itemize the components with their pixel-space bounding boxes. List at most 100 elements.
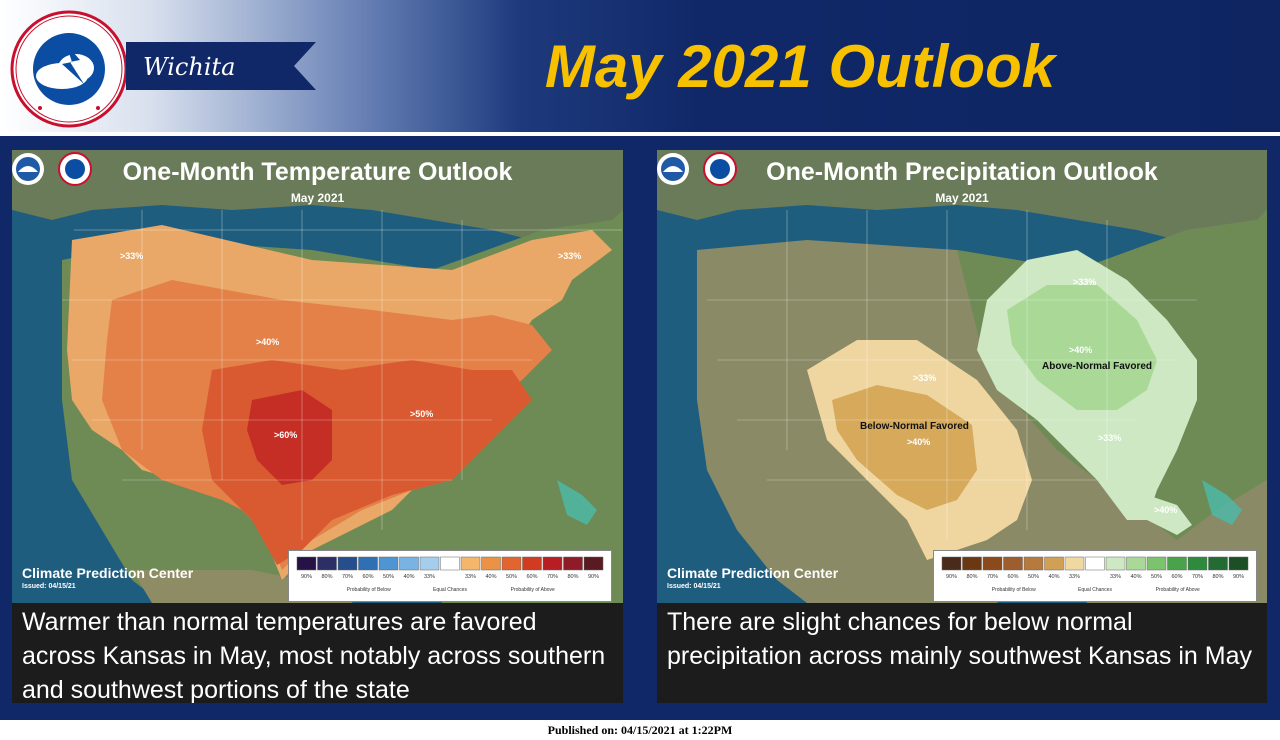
legend-swatch xyxy=(358,556,378,571)
legend-tick-label: 90% xyxy=(946,574,957,580)
probability-legend: 90% 80% 70% 60% 50% 40% 33% 33% 40% 50% 60% 70% 80% 9… xyxy=(288,550,612,602)
office-banner xyxy=(126,42,316,90)
precipitation-map-subtitle: May 2021 xyxy=(935,191,989,205)
map-label: >40% xyxy=(907,437,931,447)
map-label: >60% xyxy=(274,430,298,440)
legend-swatch xyxy=(337,556,358,571)
map-label: >40% xyxy=(1069,345,1093,355)
legend-swatch xyxy=(419,556,440,571)
legend-swatch xyxy=(1187,556,1208,571)
agency-name: Climate Prediction Center xyxy=(22,565,194,581)
legend-swatch xyxy=(1105,556,1126,571)
temperature-map-graphic xyxy=(12,150,623,603)
precipitation-outlook-panel: One-Month Precipitation Outlook May 2021… xyxy=(657,150,1267,703)
map-label: >40% xyxy=(256,337,280,347)
legend-tick-label: 33% xyxy=(465,574,476,580)
map-label: >40% xyxy=(1154,505,1178,515)
legend-tick-label: 60% xyxy=(362,574,373,580)
legend-below-label: Probability of Below xyxy=(992,587,1036,593)
legend-swatch xyxy=(1003,556,1023,571)
legend-tick-label: 50% xyxy=(1028,574,1039,580)
legend-above-label: Probability of Above xyxy=(1156,587,1200,593)
legend-swatch xyxy=(317,556,337,571)
precipitation-map-title: One-Month Precipitation Outlook xyxy=(766,158,1158,186)
page-title: May 2021 Outlook xyxy=(544,33,1056,100)
map-label: >33% xyxy=(1098,433,1122,443)
above-normal-label: Above-Normal Favored xyxy=(1042,361,1153,372)
legend-tick-label: 70% xyxy=(987,574,998,580)
legend-swatch xyxy=(1085,556,1105,571)
nws-logo xyxy=(10,10,128,128)
map-label: >33% xyxy=(120,251,144,261)
legend-equal-label: Equal Chances xyxy=(433,587,467,593)
legend-swatch xyxy=(982,556,1003,571)
legend-swatch xyxy=(1064,556,1085,571)
legend-swatch xyxy=(1126,556,1146,571)
temperature-caption: Warmer than normal temperatures are favo… xyxy=(12,603,623,704)
precipitation-caption: There are slight chances for below norma… xyxy=(657,603,1267,703)
legend-swatch xyxy=(501,556,522,571)
agency-name: Climate Prediction Center xyxy=(667,565,839,581)
temperature-map-title: One-Month Temperature Outlook xyxy=(122,158,513,186)
legend-tick-label: 80% xyxy=(1212,574,1223,580)
legend-below-label: Probability of Below xyxy=(347,587,391,593)
legend-tick-label: 40% xyxy=(485,574,496,580)
legend-tick-label: 90% xyxy=(1233,574,1244,580)
map-label: >50% xyxy=(410,409,434,419)
legend-tick-label: 40% xyxy=(403,574,414,580)
legend-tick-label: 40% xyxy=(1048,574,1059,580)
legend-tick-label: 90% xyxy=(588,574,599,580)
legend-tick-label: 60% xyxy=(526,574,537,580)
legend-tick-label: 80% xyxy=(966,574,977,580)
legend-tick-label: 33% xyxy=(1110,574,1121,580)
legend-swatch xyxy=(1044,556,1064,571)
legend-swatch xyxy=(440,556,460,571)
legend-swatch xyxy=(563,556,583,571)
legend-tick-label: 33% xyxy=(424,574,435,580)
legend-swatch xyxy=(962,556,982,571)
map-label: >33% xyxy=(558,251,582,261)
legend-tick-label: 70% xyxy=(1192,574,1203,580)
legend-swatch xyxy=(1146,556,1167,571)
legend-swatch xyxy=(542,556,563,571)
legend-above-label: Probability of Above xyxy=(511,587,555,593)
header-divider xyxy=(0,133,1280,136)
legend-swatch xyxy=(378,556,399,571)
legend-swatch xyxy=(1023,556,1044,571)
legend-swatch xyxy=(1208,556,1228,571)
legend-tick-label: 60% xyxy=(1007,574,1018,580)
below-normal-label: Below-Normal Favored xyxy=(860,421,969,432)
legend-swatch xyxy=(481,556,501,571)
legend-swatch xyxy=(399,556,419,571)
legend-tick-label: 33% xyxy=(1069,574,1080,580)
legend-swatch xyxy=(296,556,317,571)
legend-tick-label: 50% xyxy=(383,574,394,580)
legend-tick-label: 80% xyxy=(321,574,332,580)
probability-legend: 90% 80% 70% 60% 50% 40% 33% 33% 40% 50% 60% 70% 80% 9… xyxy=(933,550,1257,602)
temperature-outlook-panel: One-Month Temperature Outlook May 2021 >… xyxy=(12,150,623,704)
published-timestamp: Published on: 04/15/2021 at 1:22PM xyxy=(547,723,733,737)
legend-tick-label: 70% xyxy=(547,574,558,580)
legend-tick-label: 90% xyxy=(301,574,312,580)
map-label: >33% xyxy=(913,373,937,383)
legend-tick-label: 80% xyxy=(567,574,578,580)
legend-tick-label: 60% xyxy=(1171,574,1182,580)
legend-swatches: 90% 80% 70% 60% 50% 40% 33% 33% 40% 50% 60% 70% 80% 9… xyxy=(296,556,604,593)
legend-equal-label: Equal Chances xyxy=(1078,587,1112,593)
legend-swatch xyxy=(583,556,604,571)
temperature-map-subtitle: May 2021 xyxy=(290,191,345,205)
legend-swatch xyxy=(1228,556,1249,571)
agency-logos xyxy=(657,152,737,186)
legend-tick-label: 40% xyxy=(1130,574,1141,580)
temperature-outlook-map: One-Month Temperature Outlook May 2021 >… xyxy=(12,150,623,603)
legend-tick-label: 50% xyxy=(1151,574,1162,580)
issued-date: Issued: 04/15/21 xyxy=(667,583,721,590)
issued-date: Issued: 04/15/21 xyxy=(22,583,76,590)
precipitation-map-graphic xyxy=(657,150,1267,603)
legend-swatch xyxy=(1167,556,1187,571)
legend-swatch xyxy=(522,556,542,571)
legend-tick-label: 50% xyxy=(506,574,517,580)
agency-logos xyxy=(12,152,92,186)
legend-tick-label: 70% xyxy=(342,574,353,580)
map-label: >33% xyxy=(1073,277,1097,287)
